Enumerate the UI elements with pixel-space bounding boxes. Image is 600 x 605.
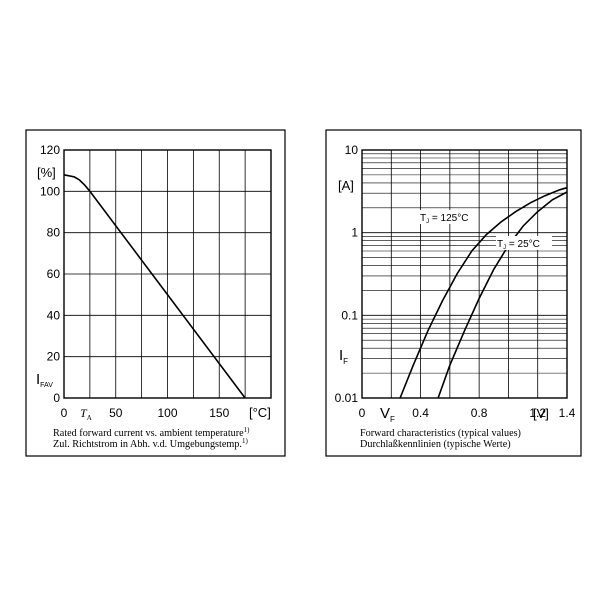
y-tick-label: 20 <box>47 350 61 364</box>
y-tick-label: 0.01 <box>335 391 359 405</box>
x-tick-label: 150 <box>209 406 229 420</box>
panel-2-y-symbol-main: I <box>339 347 343 364</box>
y-tick-label: 100 <box>40 184 60 198</box>
panel-1-plot-border <box>63 149 272 399</box>
series-label-1-pre: T <box>420 213 426 224</box>
panel-1-series <box>63 174 246 399</box>
panel-1-caption-en: Rated forward current vs. ambient temper… <box>53 426 250 439</box>
panel-1-caption-de-text: Zul. Richtstrom in Abh. v.d. Umgebungste… <box>53 439 242 450</box>
x-tick-label: 1.2 <box>529 406 546 420</box>
x-tick-label: 1.4 <box>559 406 576 420</box>
series-label-2-sub: J <box>503 245 506 251</box>
panel-1-y-symbol-main: I <box>36 371 40 388</box>
panel-2-caption-de: Durchlaßkennlinien (typische Werte) <box>360 439 511 450</box>
panel-1-x-symbol-main: T <box>80 406 88 420</box>
y-tick-label: 0.1 <box>341 308 358 322</box>
panel-1-caption-de-sup: 1) <box>242 437 249 445</box>
panel-2-grid <box>362 150 567 398</box>
panel-2-x-symbol-sub: F <box>390 415 395 424</box>
series-line-1 <box>63 174 246 399</box>
panel-2-x-unit: [V] <box>533 406 549 421</box>
panel-2-x-tick-labels: 0 0.4 0.8 1.2 1.4 <box>359 406 576 420</box>
series-label-1-sub: J <box>426 219 429 225</box>
y-tick-label: 60 <box>47 267 61 281</box>
panel-2-frame <box>325 129 582 457</box>
series-label-1: TJ = 125°C <box>420 213 468 225</box>
series-line-2 <box>437 191 568 399</box>
panel-2-x-symbol: VF <box>380 405 395 424</box>
panel-2-x-symbol-main: V <box>380 405 390 422</box>
y-tick-label: 40 <box>47 308 61 322</box>
y-tick-label: 10 <box>345 143 359 157</box>
x-tick-label: 0 <box>61 406 68 420</box>
panel-1-y-unit: [%] <box>37 165 56 180</box>
panel-1-x-tick-labels: 0 50 100 150 <box>61 406 230 420</box>
series-label-2-bg <box>496 236 552 250</box>
x-tick-label: 0 <box>359 406 366 420</box>
x-tick-label: 50 <box>109 406 123 420</box>
panel-1-grid <box>64 150 271 398</box>
panel-1-caption-de: Zul. Richtstrom in Abh. v.d. Umgebungste… <box>53 437 248 450</box>
series-label-2-pre: T <box>497 239 503 250</box>
panel-2-y-tick-labels: 0.01 0.1 1 10 <box>335 143 359 405</box>
panel-1-y-symbol-sub: FAV <box>40 382 53 389</box>
series-label-1-bg <box>418 210 478 224</box>
y-tick-label: 80 <box>47 226 61 240</box>
y-tick-label: 1 <box>351 226 358 240</box>
panel-1-caption-en-sup: 1) <box>244 426 251 434</box>
x-tick-label: 100 <box>157 406 177 420</box>
y-tick-label: 0 <box>53 391 60 405</box>
panel-1-x-symbol: TA <box>80 406 92 422</box>
panel-2-y-unit: [A] <box>338 178 354 193</box>
series-line-1 <box>399 186 568 399</box>
series-label-1-post: = 125°C <box>429 213 468 224</box>
panel-2-plot-border <box>361 149 568 399</box>
panel-1-x-symbol-sub: A <box>87 414 92 422</box>
y-tick-label: 120 <box>40 143 60 157</box>
panel-1-y-symbol: IFAV <box>36 371 53 389</box>
x-tick-label: 0.8 <box>471 406 488 420</box>
panel-2-y-symbol: IF <box>339 347 348 366</box>
panel-1-frame <box>25 129 286 457</box>
panel-1-y-tick-labels: 0 20 40 60 80 100 120 <box>40 143 60 405</box>
panel-1-caption-en-text: Rated forward current vs. ambient temper… <box>53 428 244 439</box>
panel-2-caption-en: Forward characteristics (typical values) <box>360 428 521 439</box>
series-label-2: TJ = 25°C <box>497 239 540 251</box>
x-tick-label: 0.4 <box>412 406 429 420</box>
panel-2-y-symbol-sub: F <box>343 357 348 366</box>
panel-1-x-unit: [°C] <box>249 405 271 420</box>
series-label-2-post: = 25°C <box>506 239 540 250</box>
panel-2-series <box>399 186 568 399</box>
